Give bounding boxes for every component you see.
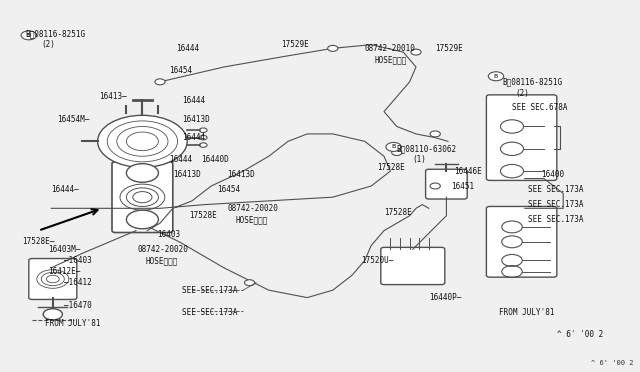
Text: 17528E: 17528E: [189, 211, 216, 220]
Circle shape: [200, 135, 207, 140]
Circle shape: [21, 31, 36, 40]
Text: 16403M―: 16403M―: [48, 245, 81, 254]
Circle shape: [200, 128, 207, 132]
Text: ―16412: ―16412: [64, 278, 92, 287]
Text: SEE SEC.173A: SEE SEC.173A: [182, 308, 238, 317]
Text: 16444: 16444: [182, 133, 205, 142]
Circle shape: [97, 115, 188, 167]
Text: B: B: [27, 33, 31, 38]
Text: SEE SEC.678A: SEE SEC.678A: [512, 103, 568, 112]
Text: SEE SEC.173A: SEE SEC.173A: [182, 286, 238, 295]
Text: 17528E: 17528E: [378, 163, 405, 172]
Circle shape: [386, 142, 401, 151]
Text: 16413D: 16413D: [227, 170, 255, 179]
Text: 16444―: 16444―: [51, 185, 79, 194]
Circle shape: [244, 280, 255, 286]
FancyBboxPatch shape: [29, 259, 77, 299]
Text: FROM JULY'81: FROM JULY'81: [499, 308, 555, 317]
Text: 17529E: 17529E: [435, 44, 463, 53]
Text: 16413D: 16413D: [173, 170, 200, 179]
Text: 17528E: 17528E: [384, 208, 412, 217]
Text: SEE SEC.173A: SEE SEC.173A: [528, 200, 584, 209]
Text: 17520U―: 17520U―: [362, 256, 394, 265]
Text: (1): (1): [413, 155, 427, 164]
Text: FROM JULY'81: FROM JULY'81: [45, 319, 100, 328]
Text: ^ 6' '00 2: ^ 6' '00 2: [557, 330, 603, 339]
Text: 08742-20020: 08742-20020: [138, 245, 188, 254]
Circle shape: [411, 49, 421, 55]
Text: 17528E―: 17528E―: [22, 237, 55, 246]
Text: HOSEボース: HOSEボース: [374, 55, 407, 64]
Text: 16454M―: 16454M―: [58, 115, 90, 124]
Circle shape: [155, 79, 165, 85]
Text: B〈08110-63062: B〈08110-63062: [397, 144, 457, 153]
Text: (2): (2): [42, 40, 56, 49]
Text: 16444: 16444: [182, 96, 205, 105]
Circle shape: [328, 45, 338, 51]
FancyBboxPatch shape: [486, 95, 557, 180]
Text: 16446E: 16446E: [454, 167, 482, 176]
FancyBboxPatch shape: [426, 169, 467, 199]
Text: 16440P―: 16440P―: [429, 293, 461, 302]
FancyBboxPatch shape: [381, 247, 445, 285]
Text: 16412E―: 16412E―: [48, 267, 81, 276]
Text: HOSEボース: HOSEボース: [236, 215, 268, 224]
Circle shape: [44, 309, 63, 320]
Circle shape: [488, 72, 504, 81]
Text: ^ 6' '00 2: ^ 6' '00 2: [591, 360, 634, 366]
Text: 16444: 16444: [170, 155, 193, 164]
FancyBboxPatch shape: [112, 162, 173, 232]
Text: B〈08116-8251G: B〈08116-8251G: [502, 77, 563, 86]
Circle shape: [430, 183, 440, 189]
Text: (2): (2): [515, 89, 529, 97]
Text: 16403: 16403: [157, 230, 180, 239]
Text: ―16403: ―16403: [64, 256, 92, 265]
FancyBboxPatch shape: [486, 206, 557, 277]
Circle shape: [430, 131, 440, 137]
Text: B: B: [392, 144, 396, 150]
Circle shape: [392, 150, 402, 155]
Text: B: B: [494, 74, 498, 79]
Text: 16440D: 16440D: [202, 155, 229, 164]
Text: 08742-20020: 08742-20020: [227, 204, 278, 213]
Circle shape: [200, 143, 207, 147]
Circle shape: [127, 164, 159, 182]
Text: 16413D: 16413D: [182, 115, 210, 124]
Circle shape: [127, 210, 159, 229]
Text: HOSEボース: HOSEボース: [146, 256, 179, 265]
Text: 16444: 16444: [176, 44, 199, 53]
Text: ―16470: ―16470: [64, 301, 92, 310]
Text: 16400: 16400: [541, 170, 564, 179]
Text: 16454: 16454: [170, 66, 193, 75]
Text: 16454: 16454: [218, 185, 241, 194]
Text: 08742-20010: 08742-20010: [365, 44, 415, 53]
Text: SEE SEC.173A: SEE SEC.173A: [528, 185, 584, 194]
Text: 17529E: 17529E: [282, 40, 309, 49]
Text: B〈08116-8251G: B〈08116-8251G: [26, 29, 86, 38]
Text: 16413―: 16413―: [99, 92, 127, 101]
Text: 16451: 16451: [451, 182, 474, 190]
Text: SEE SEC.173A: SEE SEC.173A: [528, 215, 584, 224]
